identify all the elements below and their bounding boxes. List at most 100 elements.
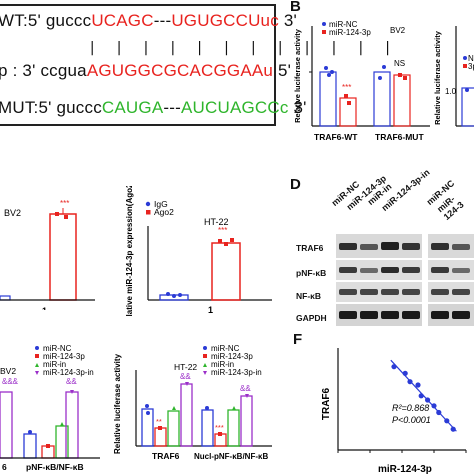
bar-mut-mir bbox=[393, 74, 411, 127]
scatter-point bbox=[450, 426, 456, 432]
dot bbox=[145, 404, 149, 408]
panel-c2-chart: Relative miR-124-3p expression(Ago2/IgG)… bbox=[125, 186, 272, 316]
panel-e2-sig-2: && bbox=[180, 372, 191, 381]
dot bbox=[55, 212, 59, 216]
panel-e-sig-1: &&& bbox=[2, 377, 19, 386]
panel-b-xlabel-mut: TRAF6-MUT bbox=[375, 132, 424, 142]
panel-b-ylabel: Relative luciferase activity bbox=[293, 28, 302, 123]
bar bbox=[154, 427, 167, 447]
panel-f-r2: R²=0.868 bbox=[392, 403, 429, 413]
dot bbox=[218, 432, 222, 436]
xtick-group bbox=[337, 450, 467, 453]
panel-e2-cell: HT-22 bbox=[174, 362, 197, 372]
legend-label-nc: miR-NC bbox=[329, 20, 358, 29]
panel-e-xlabel-2: pNF-κB/NF-κB bbox=[26, 462, 84, 472]
panel-e2-chart: Relative luciferase activity HT-22 miR-N… bbox=[113, 344, 272, 461]
panel-f-ylabel: TRAF6 bbox=[321, 387, 332, 420]
panel-label-b: B bbox=[290, 0, 301, 15]
panel-e2-legend-4: miR-124-3p-in bbox=[211, 368, 262, 377]
panel-e-legend-3: miR-in bbox=[43, 360, 66, 369]
legend-marker bbox=[203, 371, 207, 375]
scatter-point bbox=[431, 403, 437, 409]
panel-f-chart: TRAF6 R²=0.868 P<0.0001 miR-124-3p bbox=[321, 348, 467, 474]
band bbox=[381, 242, 399, 250]
wb-row-nfkb: NF-κB bbox=[296, 291, 322, 301]
panel-c2-sig: *** bbox=[218, 226, 227, 235]
dot bbox=[172, 294, 176, 298]
dot bbox=[465, 88, 469, 92]
dot bbox=[344, 94, 348, 98]
dot bbox=[378, 76, 382, 80]
panel-b-sig-1: *** bbox=[342, 83, 351, 92]
scatter-point bbox=[407, 379, 413, 385]
dot bbox=[403, 76, 407, 80]
panel-label-d: D bbox=[290, 176, 301, 193]
panel-b2-ylabel: Relative luciferase activity bbox=[434, 30, 442, 125]
legend-marker bbox=[463, 64, 467, 68]
band bbox=[402, 267, 420, 273]
band bbox=[431, 243, 449, 250]
panel-f-p: P<0.0001 bbox=[392, 415, 431, 425]
band bbox=[431, 311, 449, 319]
panel-c-sig: *** bbox=[60, 199, 69, 208]
panel-e2-legend-3: miR-in bbox=[211, 360, 234, 369]
dot bbox=[324, 66, 328, 70]
blot-bg bbox=[428, 304, 474, 326]
bar-ago2 bbox=[211, 242, 241, 301]
dot bbox=[218, 239, 222, 243]
band bbox=[339, 267, 357, 273]
bar bbox=[0, 391, 13, 459]
legend-marker bbox=[463, 56, 467, 60]
scatter-point bbox=[391, 364, 397, 370]
panel-b2-legend-2: 3p bbox=[468, 62, 474, 71]
wb-row-gapdh: GAPDH bbox=[296, 313, 327, 323]
mut-sequence: MUT:5' gucccCAUGA---AUCUAGCCc 3' bbox=[0, 98, 307, 117]
bar bbox=[227, 409, 240, 447]
panel-e-chart: BV2 miR-NC miR-124-3p miR-in miR-124-3p-… bbox=[0, 344, 100, 472]
panel-label-f: F bbox=[293, 331, 303, 348]
blot-bg bbox=[428, 282, 474, 302]
bar bbox=[180, 383, 193, 447]
scatter-point bbox=[436, 409, 442, 416]
band bbox=[402, 243, 420, 250]
bar-ago2 bbox=[49, 213, 77, 301]
scatter-point bbox=[444, 418, 450, 424]
panel-b2-tick: 1.0 bbox=[445, 87, 457, 96]
panel-c2-legend-1: IgG bbox=[154, 199, 168, 209]
legend-marker bbox=[203, 354, 207, 358]
dot bbox=[64, 215, 68, 219]
panel-b-cell: BV2 bbox=[390, 26, 406, 35]
dot bbox=[70, 390, 74, 394]
legend-marker bbox=[146, 210, 151, 215]
band bbox=[360, 289, 378, 295]
band bbox=[339, 311, 357, 319]
band bbox=[339, 243, 357, 250]
blot-bands bbox=[336, 234, 474, 326]
dot bbox=[232, 406, 236, 410]
bar bbox=[167, 410, 180, 447]
dot bbox=[28, 430, 32, 434]
dot bbox=[224, 242, 228, 246]
band bbox=[381, 289, 399, 295]
bar bbox=[240, 395, 253, 447]
panel-e-legend-2: miR-124-3p bbox=[43, 352, 85, 361]
panel-e-cell: BV2 bbox=[0, 366, 16, 376]
dot bbox=[230, 238, 234, 242]
panel-e2-legend-2: miR-124-3p bbox=[211, 352, 253, 361]
band bbox=[360, 268, 378, 273]
panel-e2-xlabel-1: TRAF6 bbox=[152, 451, 180, 461]
bar bbox=[141, 408, 154, 447]
panel-e2-ylabel: Relative luciferase activity bbox=[113, 353, 122, 454]
dot bbox=[158, 426, 162, 430]
panel-b-chart: Relative luciferase activity miR-NC miR-… bbox=[293, 20, 430, 142]
band bbox=[452, 289, 470, 295]
dot bbox=[398, 73, 402, 77]
blot-bg bbox=[336, 282, 422, 302]
dot bbox=[245, 394, 249, 398]
legend-marker bbox=[35, 363, 39, 367]
panel-e2-sig-4: && bbox=[240, 384, 251, 393]
bar-igg bbox=[0, 295, 11, 301]
dot bbox=[172, 406, 176, 410]
band bbox=[452, 244, 470, 250]
band bbox=[431, 289, 449, 295]
